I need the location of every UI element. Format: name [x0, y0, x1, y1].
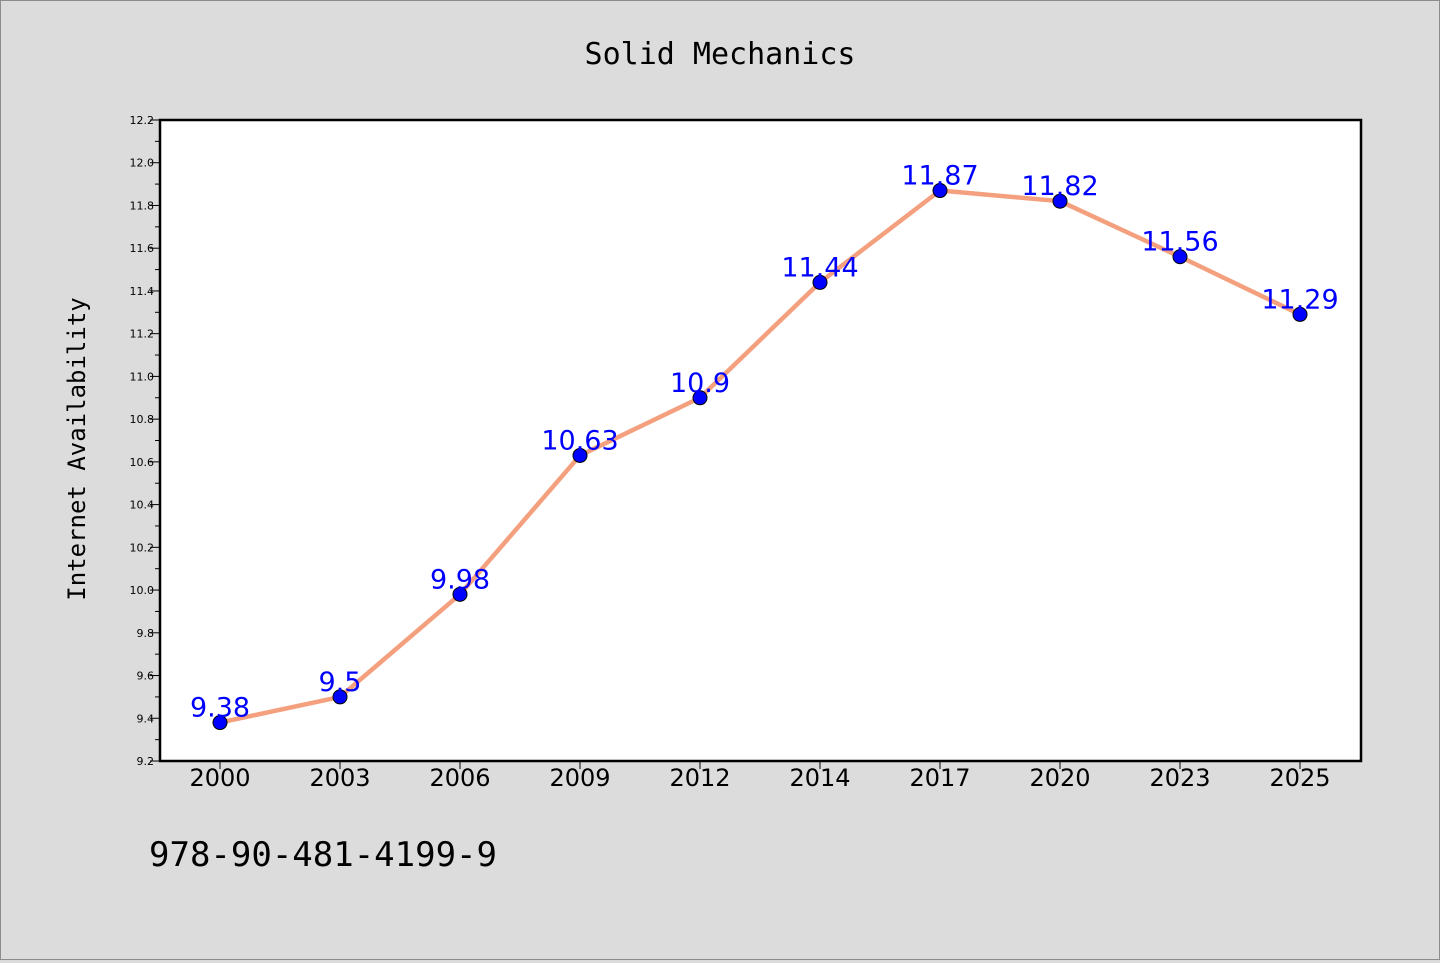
x-tick-label: 2020: [1029, 764, 1090, 792]
y-tick-label: 10.6: [130, 456, 155, 469]
x-tick-label: 2014: [789, 764, 850, 792]
x-tick-label: 2009: [549, 764, 610, 792]
data-value-label: 9.38: [190, 693, 250, 724]
data-point-marker: [812, 274, 828, 290]
y-tick-label: 9.6: [137, 670, 155, 683]
y-tick-label: 9.8: [137, 627, 155, 640]
data-value-label: 11.87: [901, 161, 978, 192]
y-tick-label: 10.8: [130, 413, 155, 426]
isbn-text: 978-90-481-4199-9: [149, 835, 497, 875]
y-tick-label: 11.6: [130, 242, 155, 255]
data-point-marker: [932, 183, 948, 199]
data-value-label: 11.29: [1261, 284, 1338, 315]
data-value-label: 9.5: [319, 667, 362, 698]
series-line: [217, 188, 1303, 725]
y-tick-label: 10.4: [130, 499, 155, 512]
x-tick-label: 2006: [429, 764, 490, 792]
y-tick-label: 10.0: [130, 584, 155, 597]
x-tick-label: 2000: [189, 764, 250, 792]
data-point-marker: [572, 447, 588, 463]
series-line-group: [217, 188, 1303, 725]
y-tick-label: 12.2: [130, 114, 155, 127]
y-tick-label: 11.4: [130, 285, 155, 298]
data-value-label: 11.56: [1141, 227, 1218, 258]
x-tick-label: 2003: [309, 764, 370, 792]
data-point-marker: [1052, 193, 1068, 209]
y-tick-label: 9.4: [137, 712, 155, 725]
x-tick-label: 2025: [1269, 764, 1330, 792]
chart-title: Solid Mechanics: [585, 37, 856, 72]
data-point-marker: [692, 390, 708, 406]
data-value-label: 11.44: [781, 252, 858, 283]
data-labels: 9.38 9.5 9.98 10.63 10.9 11.44 11.87 11.82 11.56…: [190, 161, 1339, 724]
y-tick-label: 11.2: [130, 328, 155, 341]
y-tick-label: 10.2: [130, 541, 155, 554]
x-tick-label: 2017: [909, 764, 970, 792]
plot-area: [158, 118, 1363, 763]
x-tick-label: 2012: [669, 764, 730, 792]
data-point-marker: [1292, 306, 1308, 322]
x-tick-label: 2023: [1149, 764, 1210, 792]
data-point-marker: [452, 586, 468, 602]
data-value-label: 9.98: [430, 564, 490, 595]
y-axis-label: Internet Availability: [63, 297, 91, 600]
y-axis: 9.2 9.4 9.6 9.8 10.0 10.2 10.4 10.6 10.8 11.0 11.2…: [130, 114, 160, 768]
y-tick-label: 11.0: [130, 370, 155, 383]
data-point-marker: [1172, 249, 1188, 265]
y-tick-label: 11.8: [130, 199, 155, 212]
data-value-label: 10.63: [541, 425, 618, 456]
data-value-label: 10.9: [670, 368, 730, 399]
x-axis: 2000 2003 2006 2009 2012 2014 2017 2020 2023 2025: [189, 761, 1331, 792]
y-tick-label: 12.0: [130, 157, 155, 170]
data-point-marker: [212, 715, 228, 731]
y-tick-label: 9.2: [137, 755, 155, 768]
data-markers: [212, 183, 1308, 731]
data-point-marker: [332, 689, 348, 705]
data-value-label: 11.82: [1021, 171, 1098, 202]
